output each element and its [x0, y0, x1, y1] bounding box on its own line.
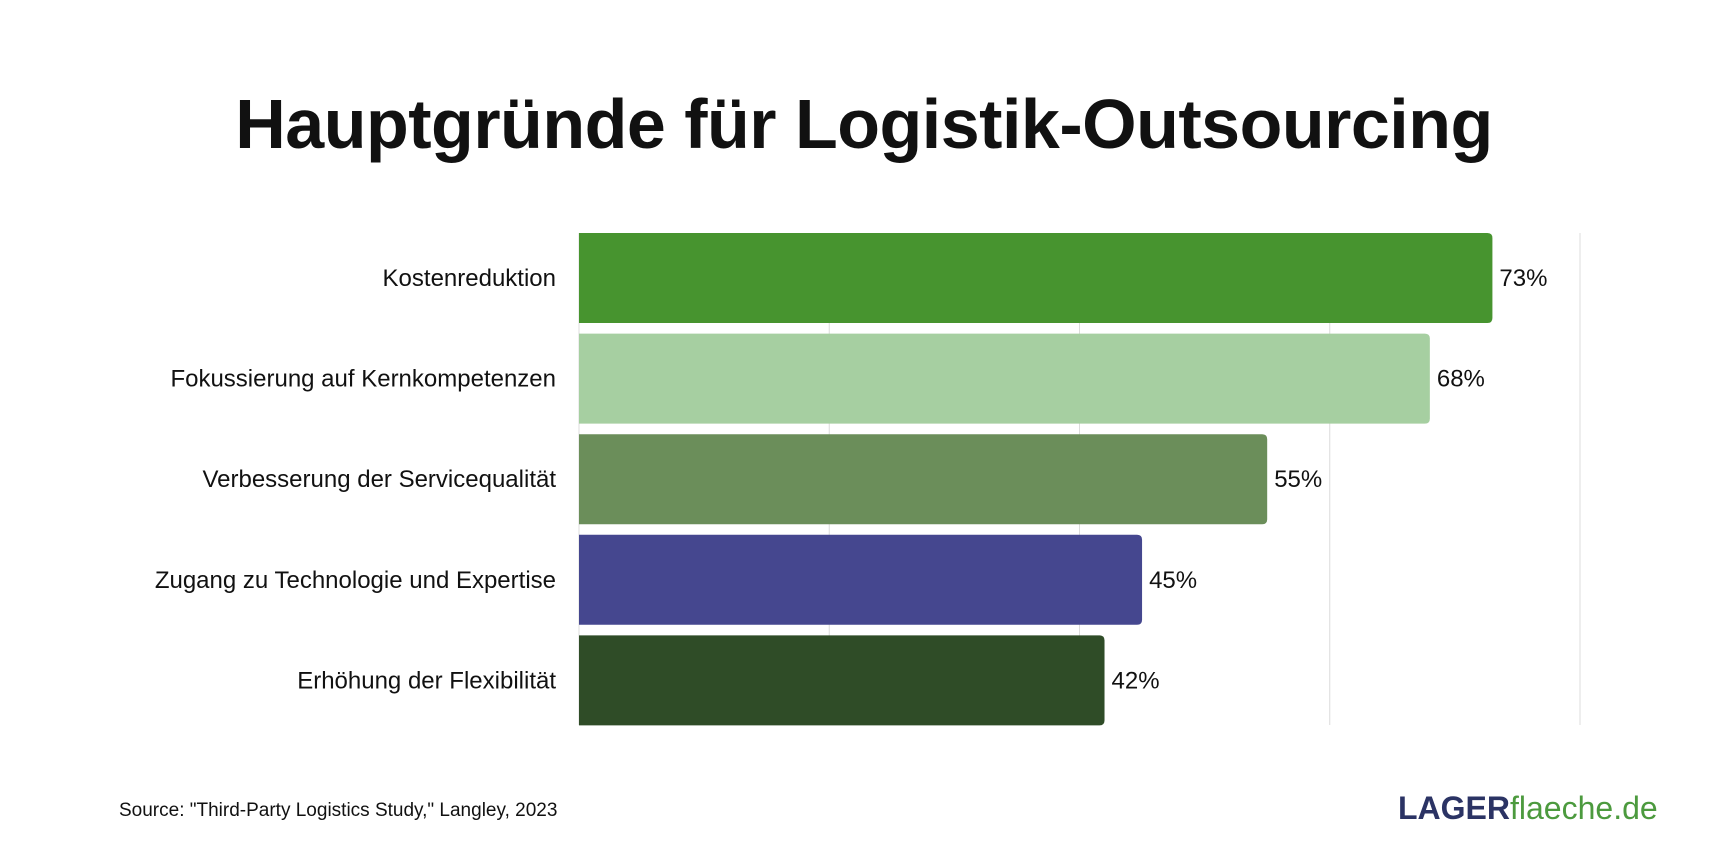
- category-label: Verbesserung der Servicequalität: [202, 466, 556, 493]
- value-label: 42%: [1112, 667, 1160, 694]
- bar: [579, 233, 1493, 323]
- bar: [579, 635, 1105, 726]
- value-label: 73%: [1499, 265, 1547, 292]
- category-label: Kostenreduktion: [383, 265, 556, 292]
- value-label: 45%: [1149, 567, 1197, 594]
- value-label: 55%: [1274, 466, 1322, 493]
- logo-part1: LAGER: [1398, 790, 1510, 826]
- category-label: Erhöhung der Flexibilität: [297, 667, 556, 694]
- category-label: Zugang zu Technologie und Expertise: [155, 567, 556, 594]
- value-label: 68%: [1437, 366, 1485, 393]
- bar: [579, 534, 1143, 625]
- bar: [579, 434, 1268, 525]
- logo-part2: flaeche.de: [1510, 790, 1658, 826]
- chart-title: Hauptgründe für Logistik-Outsourcing: [235, 85, 1493, 163]
- category-label: Fokussierung auf Kernkompetenzen: [170, 366, 556, 393]
- bar: [579, 333, 1430, 424]
- source-note: Source: "Third-Party Logistics Study," L…: [119, 800, 558, 821]
- logo: LAGERflaeche.de: [1398, 790, 1658, 827]
